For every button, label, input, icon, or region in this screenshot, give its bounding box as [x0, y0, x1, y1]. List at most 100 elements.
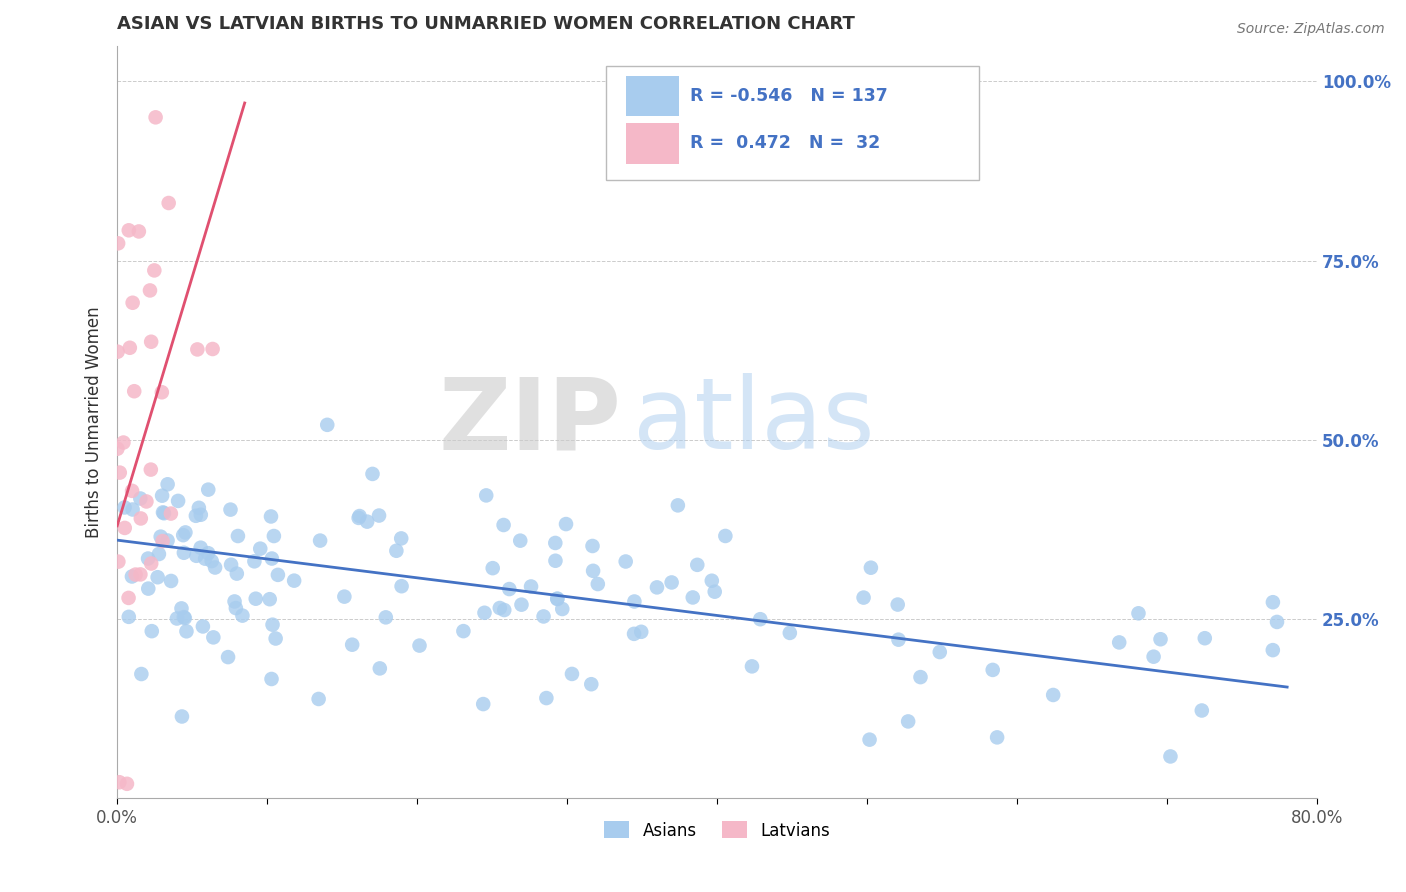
Point: [1149, 632, 1171, 647]
Point: [186, 549, 208, 563]
Point: [546, 591, 568, 606]
Point: [152, 534, 174, 549]
Point: [129, 511, 152, 525]
Point: [204, 560, 226, 574]
Point: [928, 645, 950, 659]
Point: [173, 611, 195, 625]
Point: [217, 650, 239, 665]
Y-axis label: Births to Unmarried Women: Births to Unmarried Women: [86, 306, 103, 538]
Point: [408, 639, 430, 653]
Point: [581, 539, 603, 553]
Point: [714, 529, 737, 543]
Text: ZIP: ZIP: [439, 374, 621, 470]
Point: [190, 541, 212, 555]
Point: [555, 517, 578, 532]
Point: [1108, 635, 1130, 649]
Point: [1265, 615, 1288, 629]
Point: [156, 533, 179, 548]
Point: [494, 603, 516, 617]
Text: R = -0.546   N = 137: R = -0.546 N = 137: [689, 87, 887, 105]
Point: [260, 672, 283, 686]
Point: [219, 558, 242, 572]
Point: [259, 592, 281, 607]
Point: [150, 385, 173, 400]
Point: [741, 659, 763, 673]
Point: [551, 602, 574, 616]
Point: [141, 557, 163, 571]
Point: [666, 499, 689, 513]
Point: [136, 551, 159, 566]
Point: [263, 529, 285, 543]
Point: [249, 541, 271, 556]
Point: [986, 731, 1008, 745]
Point: [112, 435, 135, 450]
Point: [118, 223, 141, 237]
Point: [152, 505, 174, 519]
Point: [686, 558, 709, 572]
Point: [225, 601, 247, 615]
Point: [245, 591, 267, 606]
Point: [260, 551, 283, 566]
Point: [546, 592, 568, 607]
Point: [118, 610, 141, 624]
Point: [197, 546, 219, 560]
Point: [544, 554, 567, 568]
Point: [682, 591, 704, 605]
Point: [509, 533, 531, 548]
Point: [453, 624, 475, 639]
Point: [474, 606, 496, 620]
Point: [160, 507, 183, 521]
Point: [267, 567, 290, 582]
Point: [910, 670, 932, 684]
Point: [166, 611, 188, 625]
Point: [141, 624, 163, 639]
Point: [1128, 607, 1150, 621]
Point: [149, 530, 172, 544]
Point: [143, 263, 166, 277]
Point: [852, 591, 875, 605]
Point: [340, 638, 363, 652]
Point: [107, 344, 129, 359]
Point: [858, 732, 880, 747]
Point: [117, 591, 139, 605]
Point: [308, 692, 330, 706]
Point: [148, 547, 170, 561]
Point: [333, 590, 356, 604]
Point: [139, 284, 162, 298]
Point: [544, 536, 567, 550]
Point: [1191, 704, 1213, 718]
Point: [153, 506, 176, 520]
Point: [141, 334, 163, 349]
Point: [510, 598, 533, 612]
Point: [167, 494, 190, 508]
Point: [176, 624, 198, 639]
Text: atlas: atlas: [633, 374, 875, 470]
Point: [124, 567, 146, 582]
Point: [897, 714, 920, 729]
Point: [202, 631, 225, 645]
Point: [645, 580, 668, 594]
Point: [347, 511, 370, 525]
Point: [779, 626, 801, 640]
Point: [1042, 688, 1064, 702]
Text: R =  0.472   N =  32: R = 0.472 N = 32: [689, 135, 880, 153]
Point: [173, 610, 195, 624]
Point: [226, 529, 249, 543]
Point: [121, 502, 143, 516]
Point: [191, 619, 214, 633]
Point: [160, 574, 183, 588]
Point: [368, 661, 391, 675]
Point: [1261, 595, 1284, 609]
Point: [121, 295, 143, 310]
Point: [887, 632, 910, 647]
Point: [630, 624, 652, 639]
Point: [561, 667, 583, 681]
Point: [156, 477, 179, 491]
Point: [981, 663, 1004, 677]
Text: Source: ZipAtlas.com: Source: ZipAtlas.com: [1237, 22, 1385, 37]
Point: [356, 515, 378, 529]
FancyBboxPatch shape: [626, 76, 679, 116]
Point: [749, 612, 772, 626]
Point: [186, 343, 208, 357]
Point: [187, 500, 209, 515]
